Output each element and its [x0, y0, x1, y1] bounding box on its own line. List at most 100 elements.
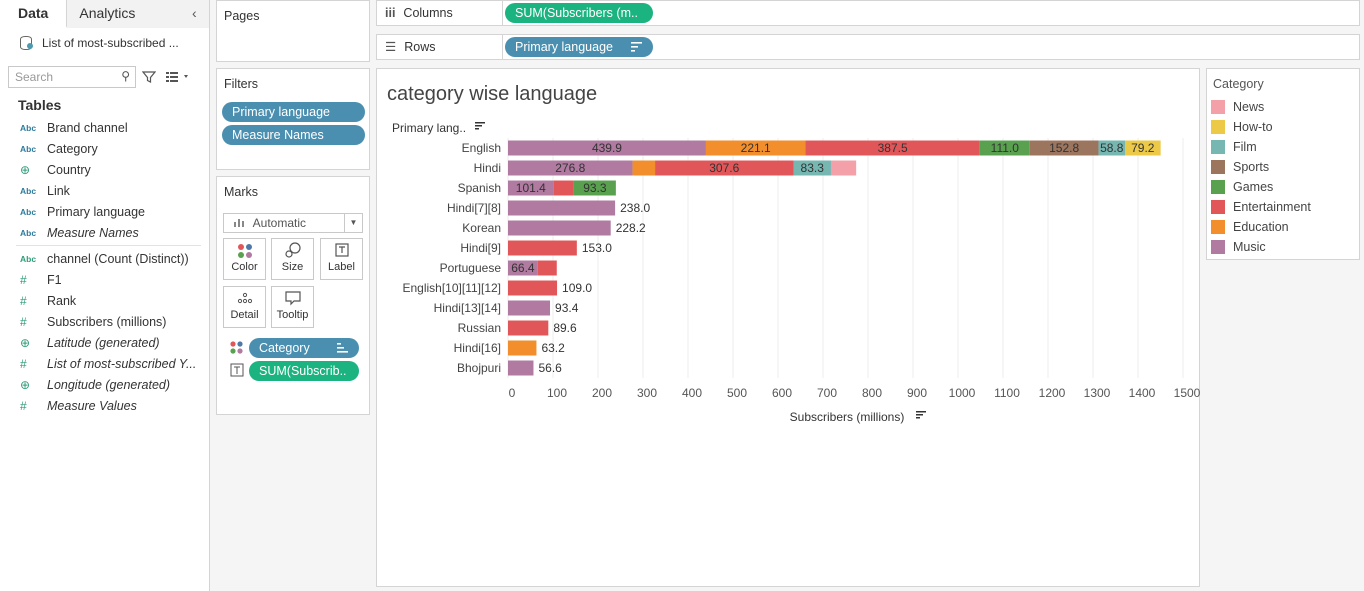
view-list-icon[interactable]	[166, 72, 192, 82]
bar-segment[interactable]	[979, 140, 1030, 156]
field-item[interactable]: # List of most-subscribed Y...	[0, 353, 209, 374]
legend-swatch	[1211, 200, 1225, 214]
legend-item[interactable]: Film	[1207, 137, 1359, 157]
legend-item[interactable]: Music	[1207, 237, 1359, 257]
bar-segment[interactable]	[508, 300, 551, 316]
bar-segment[interactable]	[830, 160, 857, 176]
field-item[interactable]: Abc Brand channel	[0, 117, 209, 138]
bar-segment[interactable]	[793, 160, 831, 176]
legend-item[interactable]: Education	[1207, 217, 1359, 237]
datasource-item[interactable]: List of most-subscribed ...	[0, 30, 209, 56]
field-item[interactable]: # Subscribers (millions)	[0, 311, 209, 332]
category-label[interactable]: Hindi	[474, 161, 501, 175]
pages-card[interactable]: Pages	[216, 0, 370, 62]
bar-segment[interactable]	[805, 140, 980, 156]
bar-segment[interactable]	[573, 180, 616, 196]
category-label[interactable]: Hindi[7][8]	[447, 201, 501, 215]
total-label: 93.4	[555, 301, 579, 315]
mark-type-dropdown[interactable]: Automatic ▼	[223, 213, 363, 233]
bar-segment[interactable]	[508, 140, 706, 156]
columns-shelf[interactable]: iii Columns SUM(Subscribers (m..	[376, 0, 1360, 26]
legend-item[interactable]: Sports	[1207, 157, 1359, 177]
category-label[interactable]: Hindi[13][14]	[434, 301, 501, 315]
legend-label: Games	[1233, 180, 1274, 194]
bar-segment[interactable]	[655, 160, 794, 176]
category-label[interactable]: Hindi[9]	[460, 241, 501, 255]
filter-pill-measure-names[interactable]: Measure Names	[222, 125, 365, 145]
bar-segment[interactable]	[508, 220, 611, 236]
globe-icon: ⊕	[20, 335, 31, 350]
bar-segment[interactable]	[508, 280, 558, 296]
field-item[interactable]: ⊕ Country	[0, 159, 209, 180]
field-item[interactable]: # F1	[0, 269, 209, 290]
datasource-icon	[18, 35, 34, 51]
bar-segment[interactable]	[537, 260, 557, 276]
bar-segment[interactable]	[508, 200, 616, 216]
bar-segment[interactable]	[1124, 140, 1161, 156]
filters-card[interactable]: Filters Primary language Measure Names	[216, 68, 370, 170]
category-label[interactable]: Portuguese	[440, 261, 502, 275]
legend-item[interactable]: Games	[1207, 177, 1359, 197]
category-label[interactable]: Hindi[16]	[454, 341, 501, 355]
bar-segment[interactable]	[508, 340, 537, 356]
legend-item[interactable]: How-to	[1207, 117, 1359, 137]
tab-analytics[interactable]: Analytics	[67, 0, 209, 28]
x-tick-label: 300	[637, 386, 657, 400]
bar-segment[interactable]	[508, 180, 554, 196]
label-button[interactable]: Label	[320, 238, 363, 280]
bar-segment[interactable]	[508, 260, 538, 276]
field-item[interactable]: Abc Primary language	[0, 201, 209, 222]
bar-segment[interactable]	[508, 240, 577, 256]
category-label[interactable]: Spanish	[458, 181, 501, 195]
string-dimension-icon: Abc	[20, 143, 37, 154]
filter-icon[interactable]	[142, 70, 156, 84]
field-item[interactable]: Abc Measure Names	[0, 222, 209, 243]
field-item[interactable]: ⊕ Latitude (generated)	[0, 332, 209, 353]
tooltip-button[interactable]: Tooltip	[271, 286, 314, 328]
field-item[interactable]: Abc channel (Count (Distinct))	[0, 248, 209, 269]
bar-segment[interactable]	[632, 160, 656, 176]
bar-segment[interactable]	[508, 360, 534, 376]
filter-pill-primary-language[interactable]: Primary language	[222, 102, 365, 122]
bar-segment[interactable]	[705, 140, 806, 156]
marks-pill-sum-subscribers[interactable]: SUM(Subscrib..	[249, 361, 359, 381]
category-label[interactable]: Russian	[458, 321, 501, 335]
data-label: 276.8	[555, 161, 585, 175]
bar-segment[interactable]	[508, 160, 633, 176]
search-input[interactable]: Search ⚲	[8, 66, 136, 88]
chevron-down-icon: ▼	[344, 214, 362, 232]
field-item[interactable]: # Measure Values	[0, 395, 209, 416]
x-tick-label: 1400	[1129, 386, 1156, 400]
marks-pill-category[interactable]: Category	[249, 338, 359, 358]
category-label[interactable]: English	[462, 141, 501, 155]
size-button[interactable]: Size	[271, 238, 314, 280]
legend-title: Category	[1213, 77, 1264, 91]
field-label: Longitude (generated)	[47, 377, 171, 392]
field-item[interactable]: Abc Category	[0, 138, 209, 159]
legend-item[interactable]: News	[1207, 97, 1359, 117]
bar-segment[interactable]	[1029, 140, 1099, 156]
category-label[interactable]: Bhojpuri	[457, 361, 501, 375]
field-item[interactable]: ⊕ Longitude (generated)	[0, 374, 209, 395]
pane-tabs: Data Analytics	[0, 0, 209, 28]
measure-icon: #	[20, 272, 27, 287]
detail-button[interactable]: Detail	[223, 286, 266, 328]
rows-pill[interactable]: Primary language	[505, 37, 653, 57]
tab-data[interactable]: Data	[0, 0, 68, 28]
category-label[interactable]: English[10][11][12]	[402, 281, 501, 295]
total-label: 153.0	[582, 241, 612, 255]
color-button[interactable]: Color	[223, 238, 266, 280]
category-label[interactable]: Korean	[462, 221, 501, 235]
bar-segment[interactable]	[1098, 140, 1125, 156]
bar-segment[interactable]	[508, 320, 549, 336]
total-label: 89.6	[553, 321, 577, 335]
x-axis-title[interactable]: Subscribers (millions)	[790, 410, 905, 424]
bar-segment[interactable]	[553, 180, 574, 196]
collapse-pane-icon[interactable]: ‹	[192, 5, 197, 21]
legend-item[interactable]: Entertainment	[1207, 197, 1359, 217]
field-item[interactable]: # Rank	[0, 290, 209, 311]
field-item[interactable]: Abc Link	[0, 180, 209, 201]
rows-shelf[interactable]: ☰ Rows Primary language	[376, 34, 1360, 60]
columns-pill[interactable]: SUM(Subscribers (m..	[505, 3, 653, 23]
field-label: Category	[47, 141, 98, 156]
